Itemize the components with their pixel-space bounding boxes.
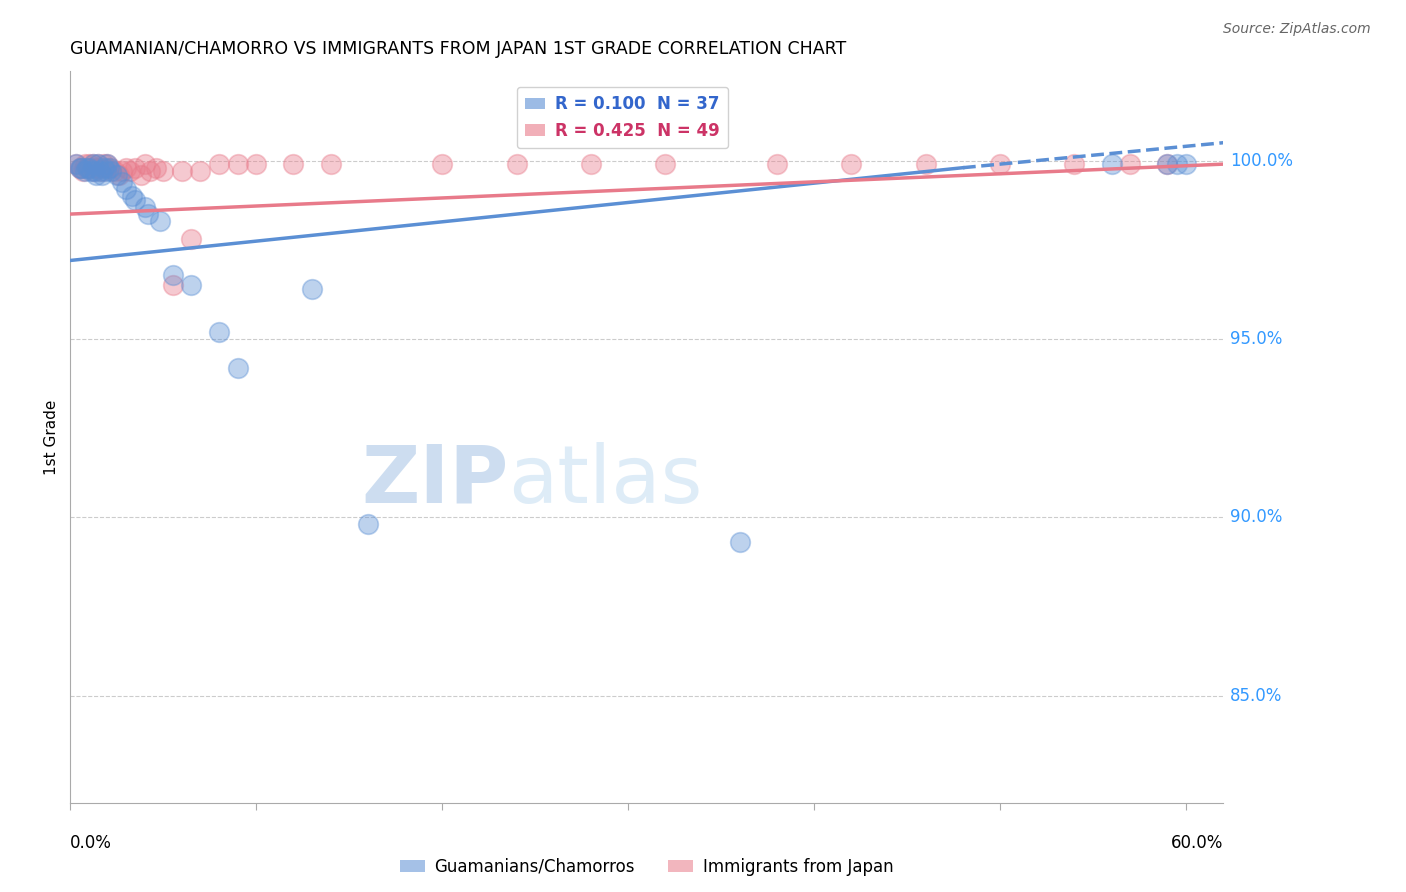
- Point: [96, 157, 118, 171]
- Point: [89, 164, 111, 178]
- Point: [134, 200, 156, 214]
- Point: [914, 157, 936, 171]
- Point: [728, 535, 751, 549]
- Text: ZIP: ZIP: [361, 442, 509, 520]
- Point: [75, 164, 97, 178]
- Point: [87, 157, 110, 171]
- Point: [93, 161, 115, 175]
- Point: [80, 164, 103, 178]
- Text: atlas: atlas: [509, 442, 703, 520]
- Point: [839, 157, 862, 171]
- Point: [1166, 157, 1188, 171]
- Point: [208, 325, 231, 339]
- Point: [94, 164, 117, 178]
- Point: [654, 157, 676, 171]
- Point: [77, 157, 100, 171]
- Point: [80, 161, 103, 175]
- Point: [65, 157, 87, 171]
- Point: [96, 157, 118, 171]
- Point: [87, 157, 110, 171]
- Point: [65, 157, 87, 171]
- Point: [94, 161, 117, 175]
- Text: 90.0%: 90.0%: [1230, 508, 1282, 526]
- Point: [100, 161, 122, 175]
- Point: [90, 164, 112, 178]
- Point: [180, 278, 202, 293]
- Point: [86, 168, 108, 182]
- Point: [1156, 157, 1178, 171]
- Point: [72, 164, 94, 178]
- Point: [301, 282, 323, 296]
- Point: [226, 360, 249, 375]
- Point: [70, 161, 93, 175]
- Point: [1175, 157, 1198, 171]
- Point: [83, 164, 105, 178]
- Point: [145, 161, 167, 175]
- Y-axis label: 1st Grade: 1st Grade: [44, 400, 59, 475]
- Point: [319, 157, 342, 171]
- Point: [170, 164, 193, 178]
- Text: 95.0%: 95.0%: [1230, 330, 1282, 348]
- Point: [190, 164, 212, 178]
- Point: [1063, 157, 1085, 171]
- Point: [118, 164, 141, 178]
- Point: [1156, 157, 1178, 171]
- Point: [766, 157, 789, 171]
- Point: [86, 161, 108, 175]
- Point: [77, 161, 100, 175]
- Point: [76, 161, 98, 175]
- Text: 100.0%: 100.0%: [1230, 152, 1294, 169]
- Point: [148, 214, 170, 228]
- Point: [245, 157, 267, 171]
- Point: [357, 517, 380, 532]
- Point: [82, 157, 104, 171]
- Point: [505, 157, 527, 171]
- Point: [70, 161, 93, 175]
- Point: [579, 157, 602, 171]
- Point: [162, 278, 184, 293]
- Point: [82, 157, 104, 171]
- Point: [93, 157, 115, 171]
- Point: [139, 164, 162, 178]
- Point: [98, 161, 121, 175]
- Point: [134, 157, 156, 171]
- Point: [75, 157, 97, 171]
- Point: [226, 157, 249, 171]
- Point: [69, 161, 91, 175]
- Text: 85.0%: 85.0%: [1230, 687, 1282, 705]
- Legend: Guamanians/Chamorros, Immigrants from Japan: Guamanians/Chamorros, Immigrants from Ja…: [392, 851, 901, 882]
- Point: [152, 164, 174, 178]
- Point: [83, 164, 105, 178]
- Text: 0.0%: 0.0%: [70, 834, 112, 852]
- Point: [115, 182, 138, 196]
- Text: Source: ZipAtlas.com: Source: ZipAtlas.com: [1223, 22, 1371, 37]
- Point: [111, 164, 134, 178]
- Point: [432, 157, 454, 171]
- Point: [129, 168, 152, 182]
- Point: [111, 175, 134, 189]
- Point: [283, 157, 305, 171]
- Point: [1119, 157, 1142, 171]
- Point: [121, 189, 143, 203]
- Point: [124, 161, 146, 175]
- Point: [76, 161, 98, 175]
- Point: [105, 168, 128, 182]
- Text: GUAMANIAN/CHAMORRO VS IMMIGRANTS FROM JAPAN 1ST GRADE CORRELATION CHART: GUAMANIAN/CHAMORRO VS IMMIGRANTS FROM JA…: [70, 40, 846, 58]
- Point: [69, 161, 91, 175]
- Point: [162, 268, 184, 282]
- Point: [124, 193, 146, 207]
- Point: [89, 161, 111, 175]
- Point: [100, 164, 122, 178]
- Point: [104, 164, 127, 178]
- Point: [90, 168, 112, 182]
- Point: [107, 168, 129, 182]
- Point: [208, 157, 231, 171]
- Point: [180, 232, 202, 246]
- Point: [115, 161, 138, 175]
- Text: 60.0%: 60.0%: [1171, 834, 1223, 852]
- Point: [1101, 157, 1123, 171]
- Point: [138, 207, 160, 221]
- Point: [988, 157, 1011, 171]
